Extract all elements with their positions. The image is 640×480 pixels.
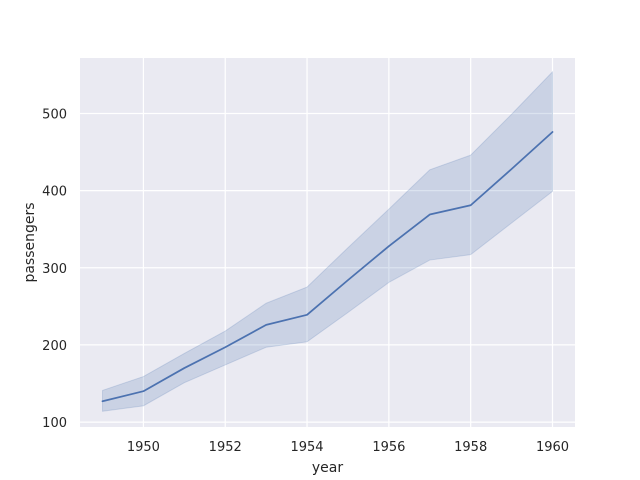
grid-lines — [80, 58, 575, 427]
series-line — [101, 131, 554, 403]
x-tick-label: 1954 — [290, 440, 323, 455]
y-axis-label: passengers — [22, 202, 38, 282]
y-tick-labels: 100 200 300 400 500 — [42, 107, 67, 431]
confidence-band — [102, 70, 553, 412]
y-tick-label: 300 — [42, 262, 67, 277]
x-axis-label: year — [312, 460, 343, 476]
y-tick-label: 500 — [42, 107, 67, 122]
plot-area — [80, 58, 575, 427]
y-tick-label: 100 — [42, 416, 67, 431]
y-tick-label: 400 — [42, 185, 67, 200]
x-tick-labels: 1950 1952 1954 1956 1958 1960 — [127, 440, 569, 455]
y-tick-label: 200 — [42, 339, 67, 354]
x-tick-label: 1952 — [209, 440, 242, 455]
x-tick-label: 1950 — [127, 440, 160, 455]
x-tick-label: 1958 — [454, 440, 487, 455]
x-tick-label: 1956 — [372, 440, 405, 455]
x-tick-label: 1960 — [536, 440, 569, 455]
